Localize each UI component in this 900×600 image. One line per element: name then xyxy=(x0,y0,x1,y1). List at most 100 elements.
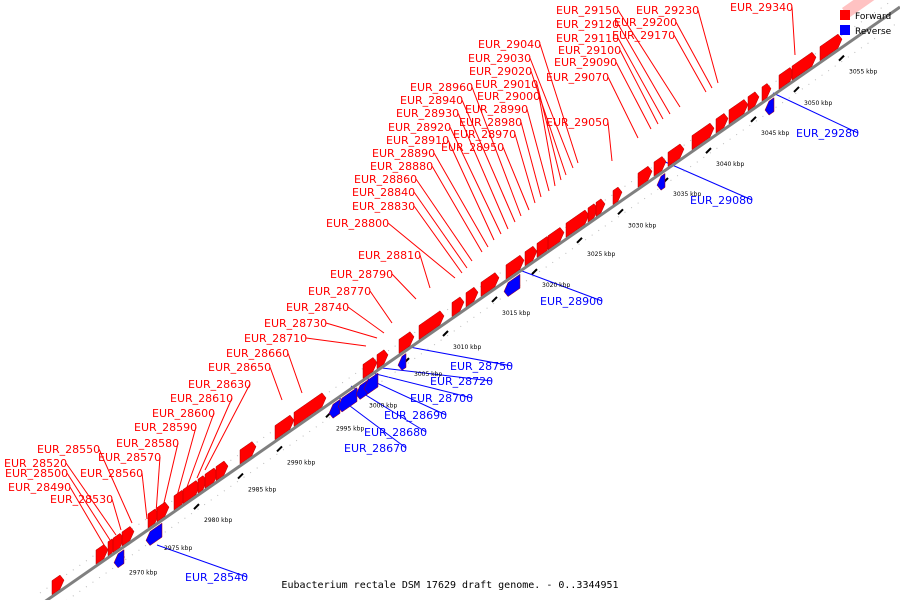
reverse-gene-block xyxy=(363,372,379,395)
forward-gene-block xyxy=(747,91,760,112)
reverse-gene-label: EUR_28670 xyxy=(344,442,407,455)
tick-label: 2975 kbp xyxy=(164,545,192,552)
forward-gene-label: EUR_29110 xyxy=(556,32,619,45)
tick-mark xyxy=(237,472,244,480)
leader-line xyxy=(66,472,111,541)
forward-gene-block xyxy=(293,392,327,427)
leader-line xyxy=(538,95,556,187)
forward-gene-block xyxy=(728,99,749,125)
gene-blocks xyxy=(51,0,897,596)
legend-swatch xyxy=(840,25,850,35)
forward-gene-label: EUR_29040 xyxy=(478,38,541,51)
forward-gene-label: EUR_28590 xyxy=(134,421,197,434)
reverse-gene-block xyxy=(764,97,775,116)
forward-gene-label: EUR_28650 xyxy=(208,361,271,374)
leader-line xyxy=(371,372,473,399)
forward-gene-label: EUR_28940 xyxy=(400,94,463,107)
legend-swatch xyxy=(840,10,850,20)
leader-line xyxy=(347,306,385,334)
leader-line xyxy=(615,61,652,130)
leader-line xyxy=(186,412,215,488)
forward-gene-block xyxy=(274,414,295,441)
leader-line xyxy=(502,146,530,211)
forward-gene-block xyxy=(791,51,817,81)
tick-label: 2995 kbp xyxy=(336,425,364,432)
forward-gene-label: EUR_28490 xyxy=(8,481,71,494)
forward-gene-block xyxy=(95,544,109,565)
leader-line xyxy=(381,367,493,382)
leader-line xyxy=(413,191,468,269)
forward-gene-block xyxy=(376,349,389,370)
forward-gene-label: EUR_29120 xyxy=(556,18,619,31)
forward-gene-block xyxy=(398,331,415,354)
forward-gene-label: EUR_28930 xyxy=(396,107,459,120)
leader-line xyxy=(403,345,513,367)
forward-gene-label: EUR_28630 xyxy=(188,378,251,391)
leader-line xyxy=(607,121,613,162)
forward-gene-block xyxy=(547,227,565,251)
forward-gene-block xyxy=(480,272,500,297)
forward-gene-label: EUR_28920 xyxy=(388,121,451,134)
reverse-gene-label: EUR_28690 xyxy=(384,409,447,422)
leader-line xyxy=(269,366,283,401)
reverse-gene-label: EUR_29280 xyxy=(796,127,859,140)
forward-gene-label: EUR_28790 xyxy=(330,268,393,281)
forward-gene-label: EUR_28560 xyxy=(80,467,143,480)
tick-label: 2985 kbp xyxy=(248,487,276,494)
leader-line xyxy=(413,205,463,274)
leader-line xyxy=(449,126,502,235)
reverse-gene-label: EUR_28700 xyxy=(410,392,473,405)
tick-label: 3040 kbp xyxy=(716,161,744,168)
forward-gene-label: EUR_29070 xyxy=(546,71,609,84)
forward-gene-block xyxy=(761,83,772,102)
leader-line xyxy=(447,139,495,241)
forward-gene-label: EUR_28530 xyxy=(50,493,113,506)
tick-mark xyxy=(576,237,583,244)
forward-gene-block xyxy=(418,310,445,340)
leader-line xyxy=(415,178,473,262)
forward-gene-block xyxy=(595,198,606,217)
leader-line xyxy=(791,6,796,56)
forward-gene-block xyxy=(612,186,623,206)
tick-label: 3035 kbp xyxy=(673,191,701,198)
reverse-gene-block xyxy=(145,522,163,546)
tick-label: 2990 kbp xyxy=(287,459,315,466)
leader-line xyxy=(156,544,248,578)
forward-gene-label: EUR_28960 xyxy=(410,81,473,94)
forward-gene-label: EUR_28520 xyxy=(4,457,67,470)
leader-line xyxy=(431,165,483,253)
leader-line xyxy=(176,426,197,497)
leader-line xyxy=(155,456,161,514)
forward-gene-block xyxy=(121,526,135,547)
reverse-gene-block xyxy=(397,353,407,371)
forward-gene-label: EUR_28970 xyxy=(453,128,516,141)
tick-mark xyxy=(531,268,538,275)
forward-gene-block xyxy=(156,501,170,523)
forward-gene-label: EUR_29200 xyxy=(614,16,677,29)
forward-gene-label: EUR_28880 xyxy=(370,160,433,173)
tick-mark xyxy=(442,330,449,337)
forward-gene-label: EUR_29000 xyxy=(477,90,540,103)
leader-line xyxy=(433,152,489,248)
forward-gene-label: EUR_28840 xyxy=(352,186,415,199)
tick-mark xyxy=(705,147,712,154)
forward-gene-label: EUR_29030 xyxy=(468,52,531,65)
forward-gene-block xyxy=(637,165,653,188)
tick-label: 3045 kbp xyxy=(761,130,789,137)
reverse-gene-block xyxy=(337,387,358,413)
leader-line xyxy=(162,442,179,508)
forward-gene-block xyxy=(524,245,538,267)
tick-mark xyxy=(617,208,624,216)
leader-line xyxy=(526,108,550,192)
leader-line xyxy=(662,160,753,201)
forward-gene-block xyxy=(715,113,729,134)
forward-gene-block xyxy=(691,122,715,151)
forward-gene-label: EUR_29090 xyxy=(554,56,617,69)
tick-label: 3015 kbp xyxy=(502,310,530,317)
reverse-track xyxy=(66,20,900,600)
forward-gene-label: EUR_29230 xyxy=(636,4,699,17)
leader-line xyxy=(204,383,251,471)
reverse-gene-label: EUR_28750 xyxy=(450,360,513,373)
forward-gene-label: EUR_28610 xyxy=(170,392,233,405)
